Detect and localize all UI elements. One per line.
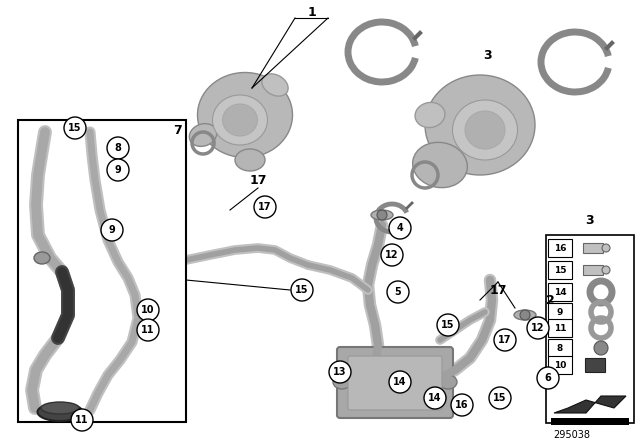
Bar [18, 120, 186, 422]
Bar [548, 239, 572, 257]
Text: 15: 15 [441, 320, 455, 330]
Circle shape [520, 310, 530, 320]
Text: 11: 11 [554, 323, 566, 332]
Bar [548, 283, 572, 301]
Circle shape [537, 367, 559, 389]
FancyBboxPatch shape [337, 347, 453, 418]
Ellipse shape [41, 402, 79, 414]
Ellipse shape [262, 74, 288, 96]
Circle shape [387, 281, 409, 303]
Circle shape [291, 279, 313, 301]
Ellipse shape [602, 266, 610, 274]
Circle shape [527, 317, 549, 339]
Circle shape [137, 319, 159, 341]
Circle shape [329, 361, 351, 383]
Text: 17: 17 [489, 284, 507, 297]
Circle shape [107, 137, 129, 159]
Text: 9: 9 [115, 165, 122, 175]
Ellipse shape [38, 403, 83, 421]
Text: 14: 14 [393, 377, 407, 387]
Bar [546, 235, 634, 423]
Circle shape [451, 394, 473, 416]
Text: 2: 2 [546, 293, 554, 306]
Circle shape [137, 299, 159, 321]
Text: 16: 16 [455, 400, 468, 410]
Circle shape [437, 314, 459, 336]
Text: 17: 17 [499, 335, 512, 345]
Text: 3: 3 [586, 214, 595, 227]
Text: 7: 7 [173, 124, 182, 137]
Ellipse shape [198, 73, 292, 158]
Circle shape [71, 409, 93, 431]
Ellipse shape [514, 310, 536, 320]
Ellipse shape [333, 375, 351, 389]
Polygon shape [554, 396, 626, 413]
Ellipse shape [439, 375, 457, 389]
Text: 9: 9 [557, 307, 563, 316]
Text: 11: 11 [76, 415, 89, 425]
Text: 4: 4 [397, 223, 403, 233]
Text: 14: 14 [428, 393, 442, 403]
Ellipse shape [425, 75, 535, 175]
Circle shape [377, 210, 387, 220]
Circle shape [494, 329, 516, 351]
Ellipse shape [371, 210, 393, 220]
Text: 15: 15 [554, 266, 566, 275]
FancyBboxPatch shape [348, 356, 442, 410]
Circle shape [389, 217, 411, 239]
Bar [548, 303, 572, 321]
Circle shape [381, 244, 403, 266]
Text: 17: 17 [249, 173, 267, 186]
Circle shape [101, 219, 123, 241]
Text: 13: 13 [333, 367, 347, 377]
Bar [583, 265, 603, 275]
Text: 16: 16 [554, 244, 566, 253]
Ellipse shape [413, 142, 467, 188]
Circle shape [254, 196, 276, 218]
Text: 6: 6 [545, 373, 552, 383]
Circle shape [64, 117, 86, 139]
Ellipse shape [415, 103, 445, 128]
Bar [583, 243, 603, 253]
Text: 10: 10 [141, 305, 155, 315]
Text: 295038: 295038 [553, 430, 590, 440]
Text: 3: 3 [484, 48, 492, 61]
Text: 17: 17 [259, 202, 272, 212]
Bar [548, 356, 572, 374]
Text: 9: 9 [109, 225, 115, 235]
Text: 10: 10 [554, 361, 566, 370]
Circle shape [107, 159, 129, 181]
Ellipse shape [465, 111, 505, 149]
Bar [548, 319, 572, 337]
Ellipse shape [602, 244, 610, 252]
Circle shape [424, 387, 446, 409]
Text: 14: 14 [554, 288, 566, 297]
Circle shape [594, 341, 608, 355]
Polygon shape [551, 418, 629, 425]
Ellipse shape [34, 252, 50, 264]
Ellipse shape [223, 104, 257, 136]
Circle shape [389, 371, 411, 393]
Text: 12: 12 [531, 323, 545, 333]
Ellipse shape [212, 95, 268, 145]
Bar [585, 358, 605, 372]
Ellipse shape [235, 149, 265, 171]
Text: 15: 15 [493, 393, 507, 403]
Bar [548, 261, 572, 279]
Text: 5: 5 [395, 287, 401, 297]
Text: 12: 12 [385, 250, 399, 260]
Ellipse shape [189, 124, 217, 146]
Text: 8: 8 [557, 344, 563, 353]
Circle shape [489, 387, 511, 409]
Bar [548, 339, 572, 357]
Text: 8: 8 [115, 143, 122, 153]
Text: 15: 15 [68, 123, 82, 133]
Text: 11: 11 [141, 325, 155, 335]
Text: 1: 1 [308, 5, 316, 18]
Text: 15: 15 [295, 285, 308, 295]
Ellipse shape [452, 100, 518, 160]
